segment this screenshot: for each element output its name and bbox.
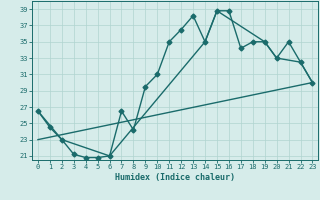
X-axis label: Humidex (Indice chaleur): Humidex (Indice chaleur) [115, 173, 235, 182]
